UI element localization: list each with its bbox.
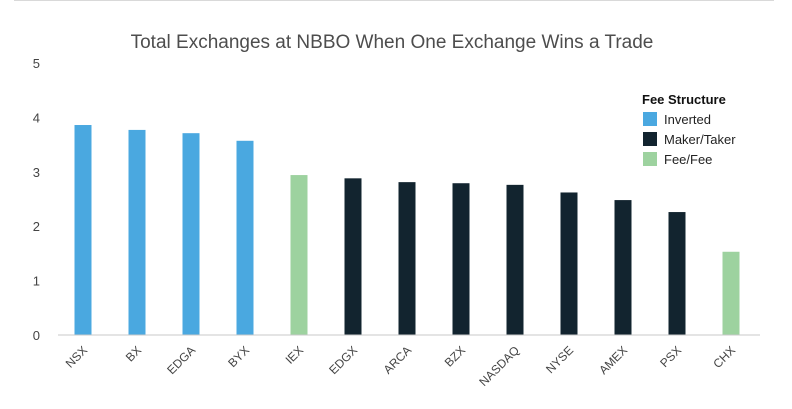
y-tick-label: 2 (33, 219, 40, 234)
legend: Fee Structure Inverted Maker/Taker Fee/Fee (642, 92, 736, 167)
chart-title: Total Exchanges at NBBO When One Exchang… (131, 32, 654, 53)
y-tick-label: 0 (33, 328, 40, 343)
x-tick-label: NYSE (543, 343, 576, 376)
bar-edgx (344, 178, 362, 335)
x-tick-label: NASDAQ (476, 343, 522, 389)
x-tick-label: BYX (225, 343, 252, 370)
y-tick-label: 1 (33, 274, 40, 289)
bar-bx (128, 129, 146, 335)
x-tick-label: BZX (442, 343, 468, 369)
y-axis: 0 1 2 3 4 5 (33, 56, 40, 343)
chart-frame (14, 0, 774, 409)
x-tick-label: ARCA (381, 343, 414, 376)
legend-swatch-fee-fee (643, 152, 657, 166)
bar-iex (290, 175, 308, 335)
x-tick-label: EDGA (164, 343, 198, 377)
legend-title: Fee Structure (642, 92, 726, 107)
bars-group (74, 125, 740, 336)
x-tick-label: EDGX (326, 343, 360, 377)
bar-nasdaq (506, 184, 524, 335)
bar-chx (722, 251, 740, 335)
x-axis: NSX BX EDGA BYX IEX EDGX ARCA BZX NASDAQ NYSE AMEX… (63, 343, 738, 389)
legend-swatch-maker-taker (643, 132, 657, 146)
y-tick-label: 5 (33, 56, 40, 71)
x-tick-label: CHX (710, 343, 738, 371)
bar-nsx (74, 125, 92, 336)
y-tick-label: 3 (33, 165, 40, 180)
legend-label: Fee/Fee (664, 152, 712, 167)
legend-swatch-inverted (643, 112, 657, 126)
bar-amex (614, 200, 632, 335)
bar-edga (182, 133, 200, 335)
bar-bzx (452, 183, 470, 335)
x-tick-label: AMEX (596, 343, 630, 377)
bar-nyse (560, 192, 578, 335)
bar-byx (236, 140, 254, 335)
x-tick-label: PSX (657, 343, 684, 370)
x-tick-label: IEX (283, 343, 307, 367)
legend-label: Maker/Taker (664, 132, 736, 147)
legend-label: Inverted (664, 112, 711, 127)
bar-arca (398, 182, 416, 335)
x-tick-label: NSX (63, 343, 90, 370)
bar-psx (668, 212, 686, 335)
y-tick-label: 4 (33, 110, 40, 125)
x-tick-label: BX (123, 343, 144, 364)
